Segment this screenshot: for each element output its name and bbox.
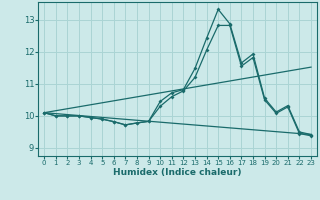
X-axis label: Humidex (Indice chaleur): Humidex (Indice chaleur): [113, 168, 242, 177]
